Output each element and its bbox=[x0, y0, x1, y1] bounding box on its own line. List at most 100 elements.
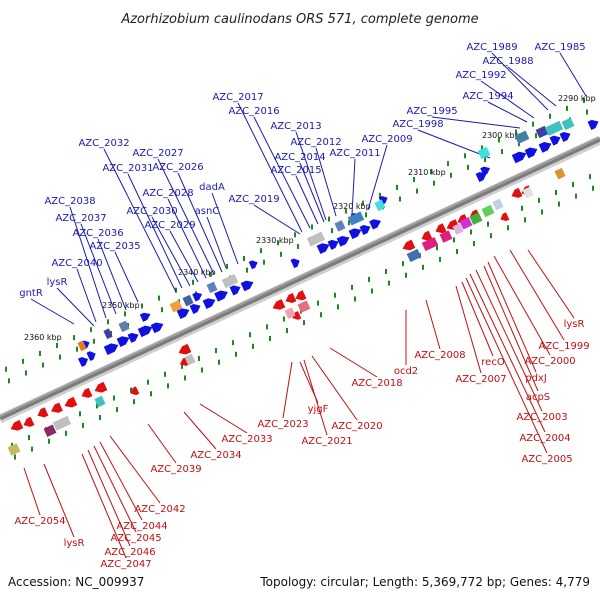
tick-mark bbox=[133, 399, 135, 405]
gene-label[interactable]: AZC_2037 bbox=[55, 213, 106, 224]
gene-label[interactable]: AZC_2021 bbox=[301, 436, 352, 447]
gene-label[interactable]: pdxJ bbox=[525, 373, 547, 384]
gene-label[interactable]: AZC_2004 bbox=[519, 433, 570, 444]
gene-label[interactable]: asnC bbox=[195, 206, 220, 217]
feature-block bbox=[103, 328, 113, 340]
tick-mark bbox=[484, 156, 486, 162]
reverse-gene-arrow bbox=[81, 387, 93, 398]
tick-mark bbox=[42, 362, 44, 368]
tick-mark bbox=[592, 185, 594, 191]
tick-mark bbox=[566, 105, 568, 111]
gene-label[interactable]: dadA bbox=[199, 182, 225, 193]
gene-label[interactable]: AZC_2027 bbox=[132, 148, 183, 159]
gene-label[interactable]: AZC_1985 bbox=[534, 42, 585, 53]
gene-label[interactable]: AZC_2020 bbox=[331, 421, 382, 432]
tick-mark bbox=[31, 446, 33, 452]
leader-line bbox=[507, 66, 557, 107]
gene-label[interactable]: AZC_1992 bbox=[455, 70, 506, 81]
tick-mark bbox=[218, 359, 220, 365]
gene-label[interactable]: lysR bbox=[564, 319, 585, 330]
leader-line bbox=[56, 287, 95, 327]
leader-line bbox=[491, 52, 549, 111]
gene-label[interactable]: AZC_2029 bbox=[144, 220, 195, 231]
tick-mark bbox=[470, 229, 472, 235]
gene-label[interactable]: recO bbox=[481, 357, 505, 368]
feature-block bbox=[421, 237, 439, 252]
reverse-gene-arrow bbox=[51, 402, 63, 413]
feature-block bbox=[374, 199, 386, 212]
feature-block bbox=[544, 120, 564, 136]
gene-label[interactable]: AZC_1998 bbox=[392, 119, 443, 130]
forward-gene-arrow bbox=[229, 285, 241, 296]
leader-line bbox=[315, 147, 337, 217]
gene-label[interactable]: AZC_2019 bbox=[228, 194, 279, 205]
gene-label[interactable]: yjgF bbox=[308, 404, 329, 415]
gene-label[interactable]: AZC_2018 bbox=[351, 378, 402, 389]
gene-label[interactable]: AZC_2012 bbox=[290, 137, 341, 148]
forward-gene-arrow bbox=[538, 142, 552, 153]
gene-label[interactable]: AZC_2040 bbox=[51, 258, 102, 269]
gene-label[interactable]: AZC_2034 bbox=[190, 450, 241, 461]
gene-label[interactable]: AZC_2047 bbox=[100, 559, 151, 570]
gene-label[interactable]: lysR bbox=[64, 538, 85, 549]
leader-line bbox=[367, 144, 388, 211]
tick-mark bbox=[456, 248, 458, 254]
gene-label[interactable]: AZC_2028 bbox=[142, 188, 193, 199]
gene-label[interactable]: AZC_2007 bbox=[455, 374, 506, 385]
tick-mark bbox=[150, 391, 152, 397]
gene-label[interactable]: acpS bbox=[526, 392, 550, 403]
gene-label[interactable]: AZC_2016 bbox=[228, 106, 279, 117]
leader-line bbox=[295, 131, 327, 221]
gene-label[interactable]: AZC_2023 bbox=[257, 419, 308, 430]
feature-block bbox=[206, 281, 218, 294]
tick-mark bbox=[113, 395, 115, 401]
gene-label[interactable]: AZC_1994 bbox=[462, 91, 513, 102]
feature-block bbox=[514, 130, 530, 144]
tick-mark bbox=[422, 264, 424, 270]
gene-label[interactable]: AZC_2003 bbox=[516, 412, 567, 423]
tick-mark bbox=[93, 338, 95, 344]
gene-label[interactable]: lysR bbox=[47, 277, 68, 288]
gene-label[interactable]: AZC_2015 bbox=[270, 165, 321, 176]
gene-label[interactable]: AZC_2039 bbox=[150, 464, 201, 475]
gene-label[interactable]: AZC_2014 bbox=[274, 152, 325, 163]
gene-label[interactable]: AZC_2035 bbox=[89, 241, 140, 252]
leader-line bbox=[147, 423, 177, 464]
leader-line bbox=[151, 216, 191, 287]
gene-label[interactable]: AZC_2011 bbox=[329, 148, 380, 159]
gene-label[interactable]: AZC_1989 bbox=[466, 42, 517, 53]
gene-label[interactable]: AZC_2046 bbox=[104, 547, 155, 558]
gene-label[interactable]: AZC_2005 bbox=[521, 454, 572, 465]
forward-gene-arrow bbox=[86, 351, 96, 361]
gene-label[interactable]: AZC_2013 bbox=[270, 121, 321, 132]
gene-label[interactable]: AZC_2000 bbox=[524, 356, 575, 367]
gene-label[interactable]: AZC_2054 bbox=[14, 516, 65, 527]
gene-label[interactable]: ocd2 bbox=[394, 366, 418, 377]
tick-mark bbox=[269, 335, 271, 341]
tick-mark bbox=[575, 193, 577, 199]
gene-label[interactable]: AZC_2026 bbox=[152, 162, 203, 173]
gene-label[interactable]: AZC_2009 bbox=[361, 134, 412, 145]
gene-label[interactable]: AZC_2030 bbox=[126, 206, 177, 217]
leader-line bbox=[169, 230, 199, 283]
gene-label[interactable]: gntR bbox=[19, 288, 43, 299]
gene-label[interactable]: AZC_2031 bbox=[102, 163, 153, 174]
leader-line bbox=[425, 299, 441, 350]
tick-mark bbox=[521, 205, 523, 211]
gene-label[interactable]: AZC_2036 bbox=[72, 228, 123, 239]
gene-label[interactable]: AZC_2045 bbox=[110, 533, 161, 544]
forward-gene-arrow bbox=[524, 147, 538, 159]
gene-label[interactable]: AZC_1995 bbox=[406, 106, 457, 117]
gene-label[interactable]: AZC_2032 bbox=[78, 138, 129, 149]
gene-label[interactable]: AZC_1988 bbox=[482, 56, 533, 67]
gene-label[interactable]: AZC_2017 bbox=[212, 92, 263, 103]
gene-label[interactable]: AZC_1999 bbox=[538, 341, 589, 352]
gene-label[interactable]: AZC_2038 bbox=[44, 196, 95, 207]
gene-label[interactable]: AZC_2042 bbox=[134, 504, 185, 515]
forward-gene-arrow bbox=[116, 336, 130, 347]
gene-label[interactable]: AZC_2033 bbox=[221, 434, 272, 445]
gene-label[interactable]: AZC_2044 bbox=[116, 521, 167, 532]
leader-line bbox=[80, 223, 117, 315]
tick-mark bbox=[280, 251, 282, 257]
gene-label[interactable]: AZC_2008 bbox=[414, 350, 465, 361]
